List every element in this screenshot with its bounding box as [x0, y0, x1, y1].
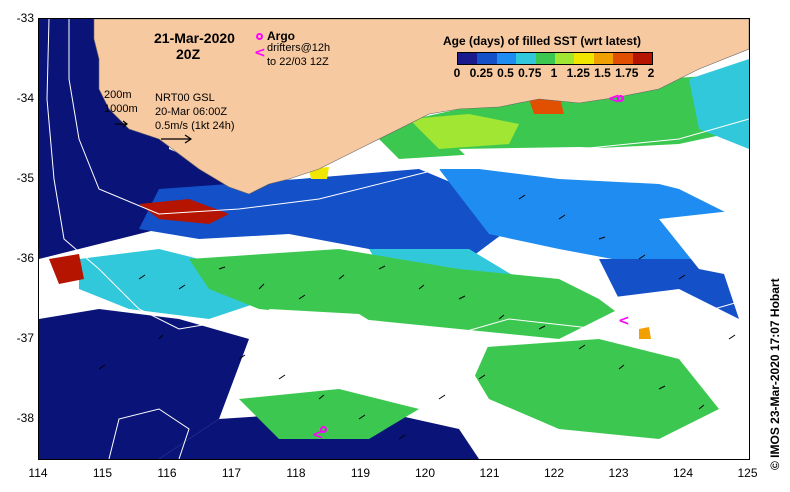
drifter-track-marker: <	[608, 91, 620, 107]
old-fill-patch-1	[139, 199, 229, 224]
legend-tick-label: 2	[647, 66, 655, 80]
yellow-green-coast	[409, 114, 519, 149]
blue-band-east	[439, 169, 739, 269]
contour-deep	[108, 408, 190, 459]
legend-tick-label: 0	[453, 66, 461, 80]
longitude-tick-label: 123	[608, 466, 629, 480]
legend-tick-label: 1	[550, 66, 558, 80]
argo-float-marker	[617, 95, 624, 102]
map-frame	[38, 18, 750, 460]
contour-200m	[68, 19, 749, 215]
legend-tick-label: 0.25	[469, 66, 493, 80]
longitude-tick-label: 118	[286, 466, 306, 480]
cloud-patch-5	[659, 209, 749, 279]
legend-color-swatch	[458, 53, 478, 64]
legend-title: Age (days) of filled SST (wrt latest)	[443, 34, 642, 48]
longitude-tick-label: 115	[92, 466, 113, 480]
legend-color-swatch	[477, 53, 497, 64]
longitude-tick-label: 122	[543, 466, 565, 480]
model-line-2: 20-Mar 06:00Z	[155, 106, 228, 118]
drifter-legend-icon: <	[254, 45, 266, 61]
contour-200-label: 200m	[104, 89, 132, 101]
legend-tick-label: 0.5	[497, 66, 514, 80]
legend-tick-label: 1.75	[615, 66, 639, 80]
sst-map	[39, 19, 749, 459]
contour-1000m	[46, 19, 749, 360]
longitude-tick-label: 116	[157, 466, 177, 480]
drifter-track-marker: <	[312, 427, 324, 443]
green-band-middle	[189, 249, 619, 339]
longitude-tick-label: 117	[221, 466, 242, 480]
longitude-tick-label: 125	[737, 466, 758, 480]
argo-label: Argo	[267, 29, 295, 43]
cloud-patch-4	[399, 344, 489, 389]
drifter-track-marker: <	[618, 313, 630, 329]
legend-color-swatch	[555, 53, 575, 64]
legend-color-swatch	[516, 53, 536, 64]
legend-color-swatch	[613, 53, 633, 64]
old-fill-patch-2	[49, 254, 84, 284]
legend-color-swatch	[535, 53, 556, 64]
legend-colorbar	[457, 52, 653, 65]
map-date: 21-Mar-2020	[154, 30, 235, 46]
blue-band-center	[139, 169, 509, 259]
drifters-line-2: to 22/03 12Z	[267, 56, 329, 68]
longitude-tick-label: 124	[672, 466, 694, 480]
latitude-tick-label: -38	[16, 411, 34, 425]
contour-1000-label: 1000m	[104, 103, 138, 115]
latitude-tick-label: -33	[16, 11, 34, 25]
legend-tick-label: 1.5	[594, 66, 611, 80]
old-fill-patch-5	[639, 327, 651, 339]
argo-legend-icon	[256, 33, 263, 40]
cloud-patch-2	[269, 309, 399, 359]
deep-ocean-southwest	[39, 309, 249, 459]
legend-color-swatch	[632, 53, 653, 64]
longitude-tick-label: 119	[350, 466, 371, 480]
longitude-tick-label: 120	[414, 466, 436, 480]
credit-label: © IMOS 23-Mar-2020 17:07 Hobart	[768, 278, 782, 470]
green-band-southeast	[459, 339, 719, 439]
cyan-east-edge	[689, 59, 749, 149]
legend-color-swatch	[496, 53, 517, 64]
model-line-1: NRT00 GSL	[155, 92, 215, 104]
map-time: 20Z	[176, 46, 201, 62]
legend-color-swatch	[593, 53, 614, 64]
latitude-tick-label: -35	[16, 171, 34, 185]
drifters-label: drifters@12h to 22/03 12Z	[267, 41, 330, 69]
scale-arrow	[115, 120, 193, 144]
model-line-3: 0.5m/s (1kt 24h)	[155, 120, 235, 132]
legend-color-swatch	[574, 53, 594, 64]
latitude-tick-label: -34	[16, 91, 34, 105]
green-band-south	[239, 389, 419, 439]
legend-tick-label: 1.25	[566, 66, 590, 80]
latitude-tick-label: -37	[16, 331, 34, 345]
model-label: NRT00 GSL 20-Mar 06:00Z 0.5m/s (1kt 24h)	[155, 91, 234, 133]
latitude-tick-label: -36	[16, 251, 34, 265]
cloud-patch-1	[459, 147, 739, 184]
argo-float-marker	[320, 426, 327, 433]
drifters-line-1: drifters@12h	[267, 42, 331, 54]
current-vectors	[98, 194, 736, 440]
legend-tick-label: 0.75	[518, 66, 542, 80]
longitude-tick-label: 121	[479, 466, 500, 480]
longitude-tick-label: 114	[28, 466, 48, 480]
